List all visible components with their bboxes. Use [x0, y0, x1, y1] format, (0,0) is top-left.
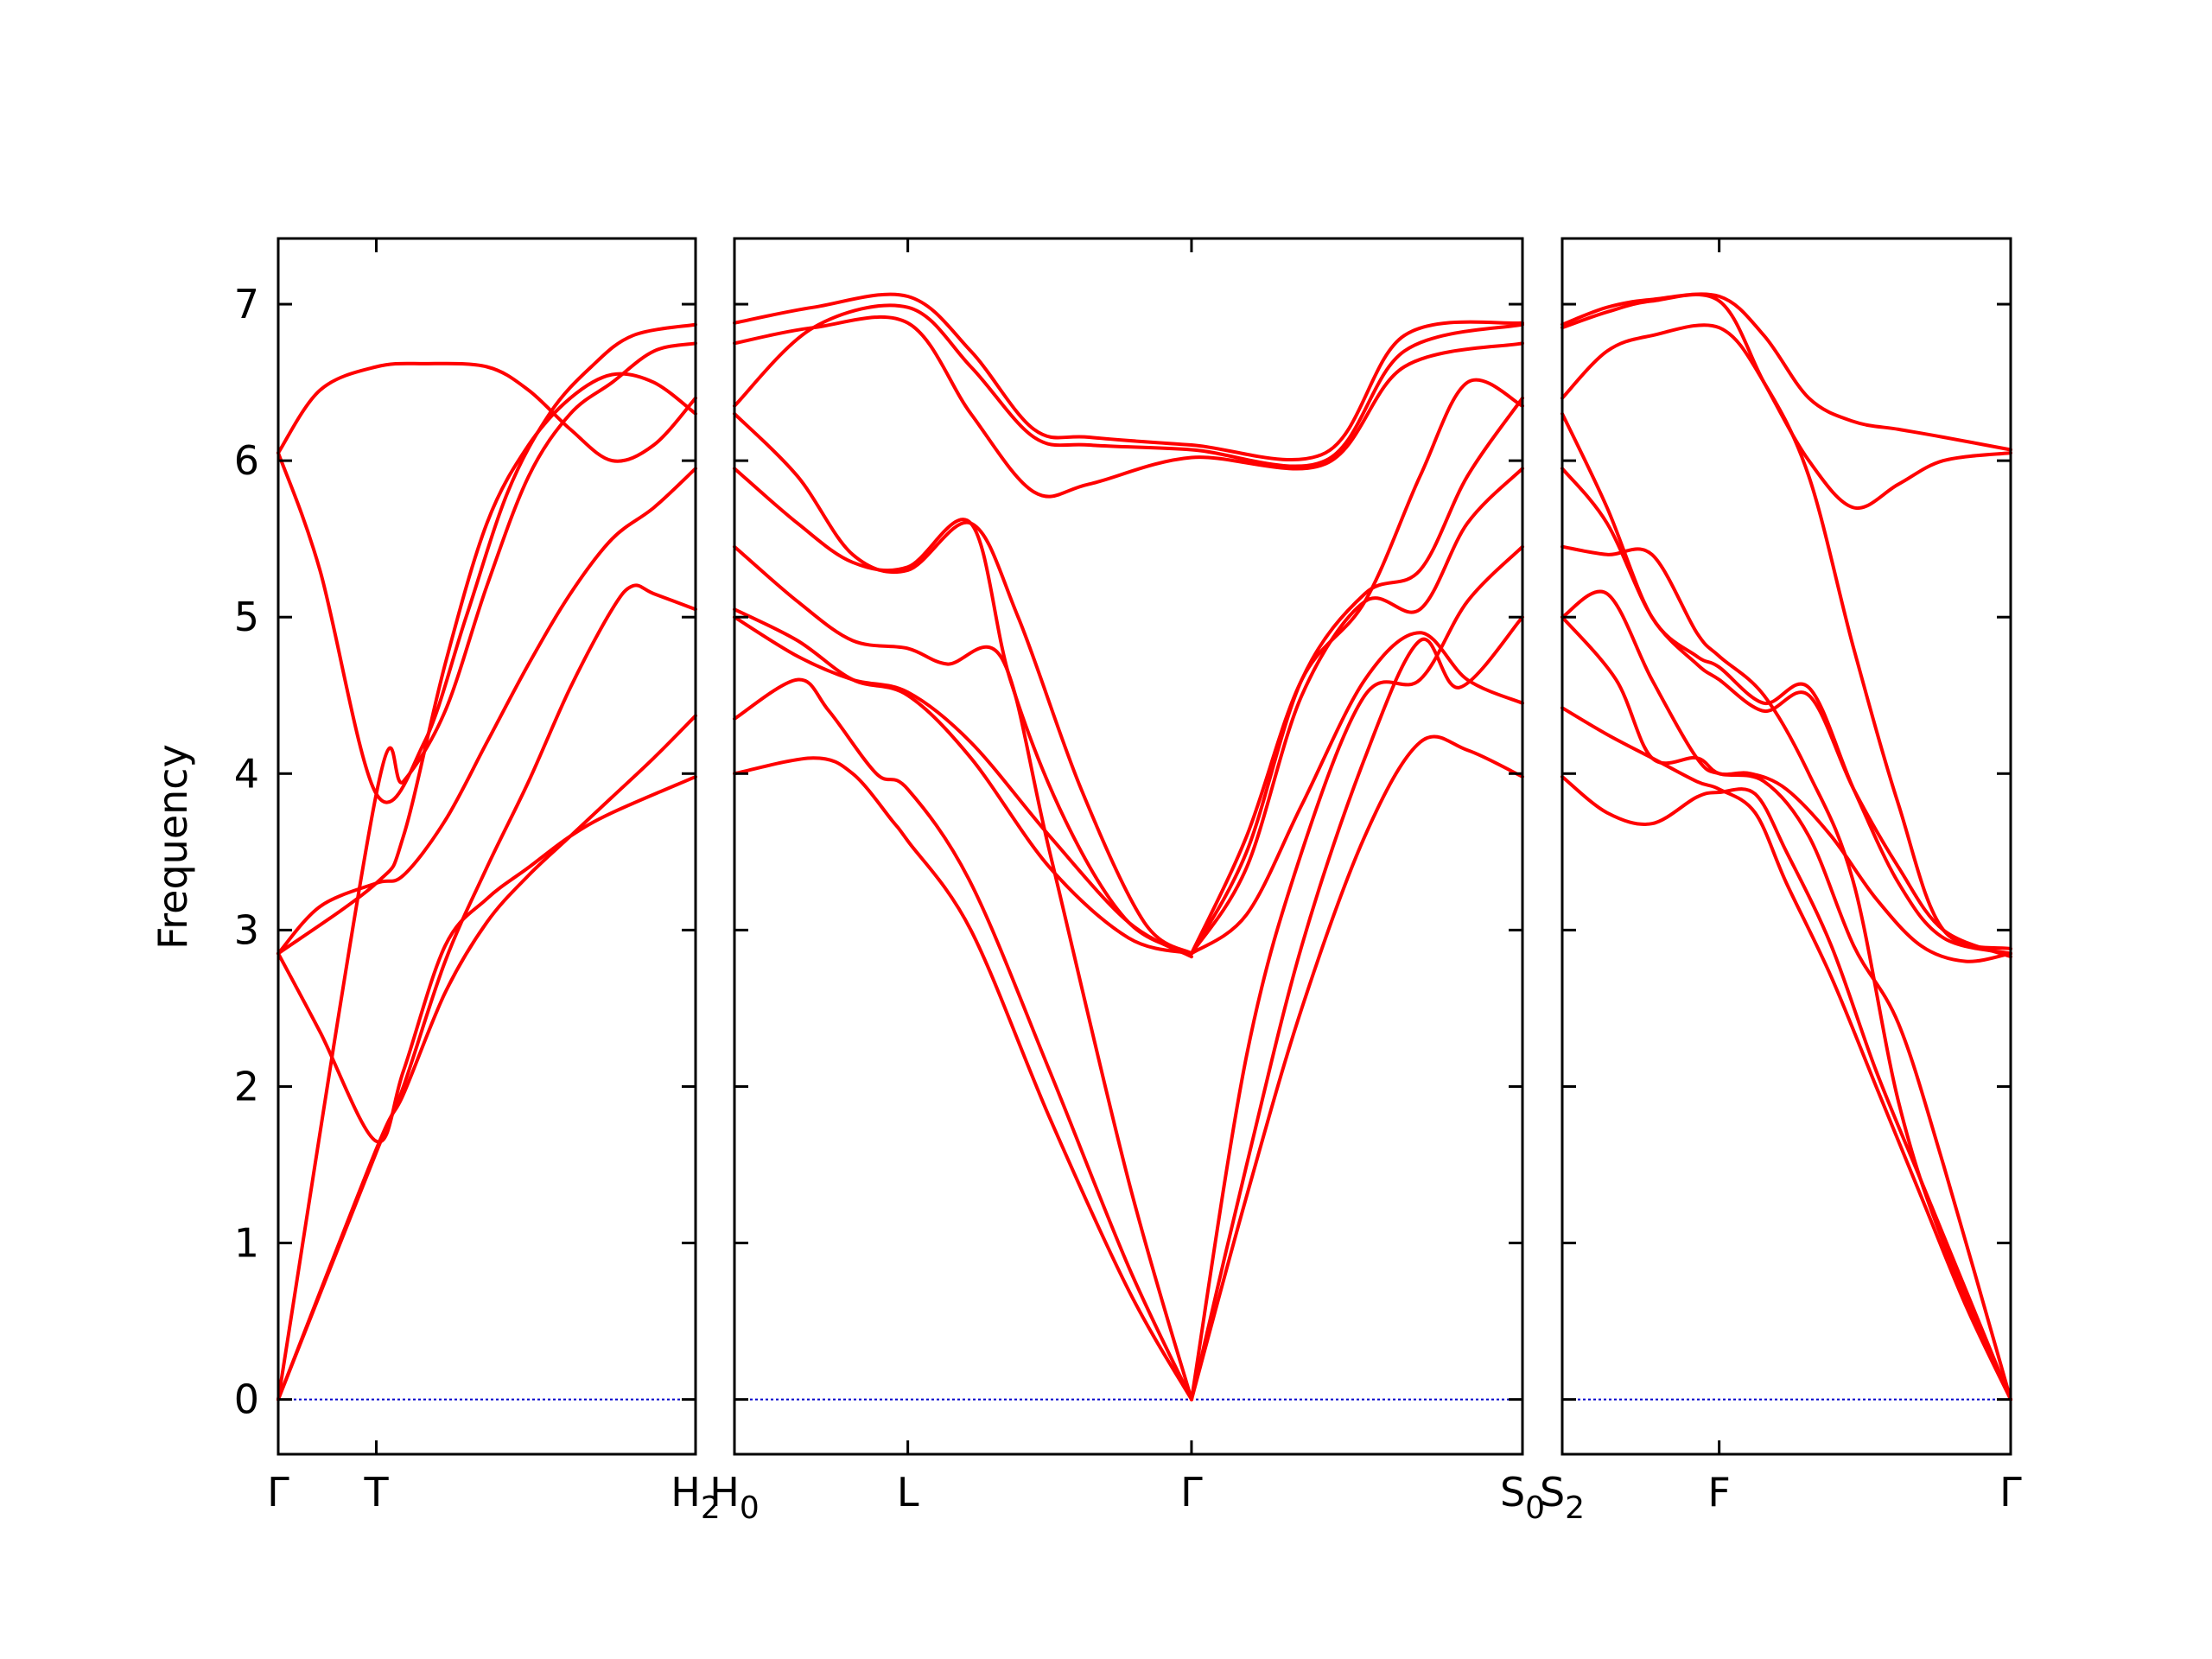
- band-line: [733, 607, 1193, 956]
- band-line: [733, 756, 1193, 1402]
- band-line: [276, 467, 697, 956]
- y-tick-label: 5: [234, 594, 259, 640]
- x-tick-label: H2: [671, 1469, 721, 1526]
- band-line: [1560, 706, 2012, 1402]
- y-axis-ticks: 0 1 2 3 4 5 6 7: [234, 281, 259, 1423]
- x-tick-label: Γ: [1180, 1469, 1203, 1516]
- y-tick-label: 4: [234, 750, 259, 797]
- band-line: [276, 322, 697, 804]
- band-line: [276, 372, 697, 956]
- panel-frame: [276, 237, 697, 1456]
- band-line: [276, 341, 697, 1402]
- x-tick-label: F: [1707, 1469, 1730, 1516]
- panel-frame: [1560, 237, 2012, 1456]
- x-tick-label: S0: [1500, 1469, 1545, 1526]
- band-line: [1190, 467, 1524, 956]
- y-tick-label: 6: [234, 437, 259, 484]
- y-axis-label: Frequency: [149, 744, 196, 950]
- x-tick-label: Γ: [267, 1469, 289, 1516]
- band-line: [1560, 774, 2012, 1402]
- y-tick-label: 3: [234, 906, 259, 953]
- x-tick-label: L: [897, 1469, 919, 1516]
- band-line: [733, 292, 1524, 461]
- band-line: [1560, 411, 2012, 956]
- panel-frame: [733, 237, 1524, 1456]
- y-tick-label: 2: [234, 1063, 259, 1109]
- band-line: [733, 303, 1524, 468]
- band-line: [1190, 544, 1524, 1402]
- x-tick-label: H0: [709, 1469, 760, 1526]
- x-tick-label: S2: [1540, 1469, 1585, 1526]
- band-line: [1560, 293, 2012, 511]
- band-line: [1190, 631, 1524, 956]
- band-line: [1190, 378, 1524, 956]
- band-line: [733, 677, 1193, 1402]
- band-line: [733, 467, 1193, 956]
- band-line: [1560, 615, 2012, 1402]
- band-line: [276, 714, 697, 1402]
- y-tick-label: 1: [234, 1220, 259, 1267]
- band-line: [1560, 544, 2012, 1402]
- band-line: [1190, 615, 1524, 1402]
- band-line: [276, 361, 697, 463]
- band-line: [1190, 396, 1524, 956]
- panel-3: S2 F Γ: [1540, 237, 2022, 1526]
- panel-2: H0 L Γ S0: [709, 237, 1545, 1526]
- band-line: [1560, 323, 2012, 951]
- x-tick-label: Γ: [1999, 1469, 2022, 1516]
- band-line: [1190, 734, 1524, 1402]
- band-line: [733, 615, 1193, 959]
- y-tick-label: 0: [234, 1376, 259, 1423]
- x-tick-label: T: [363, 1469, 389, 1516]
- panel-1: Γ T H2: [267, 237, 721, 1526]
- band-line: [1560, 292, 2012, 452]
- y-tick-label: 7: [234, 281, 259, 327]
- band-line: [276, 774, 697, 1144]
- band-line: [1560, 589, 2012, 963]
- band-line: [733, 411, 1193, 956]
- band-line: [733, 315, 1524, 499]
- band-line: [733, 544, 1193, 1402]
